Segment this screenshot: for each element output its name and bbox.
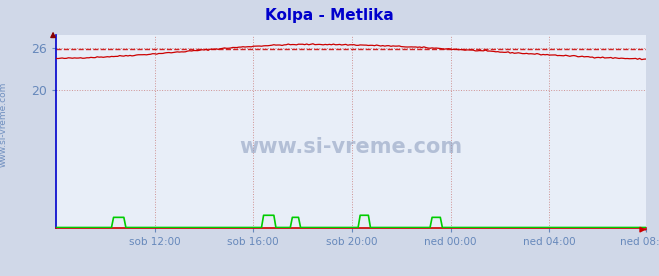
Text: Kolpa - Metlika: Kolpa - Metlika bbox=[265, 8, 394, 23]
Text: www.si-vreme.com: www.si-vreme.com bbox=[239, 137, 463, 156]
Text: www.si-vreme.com: www.si-vreme.com bbox=[0, 81, 8, 167]
